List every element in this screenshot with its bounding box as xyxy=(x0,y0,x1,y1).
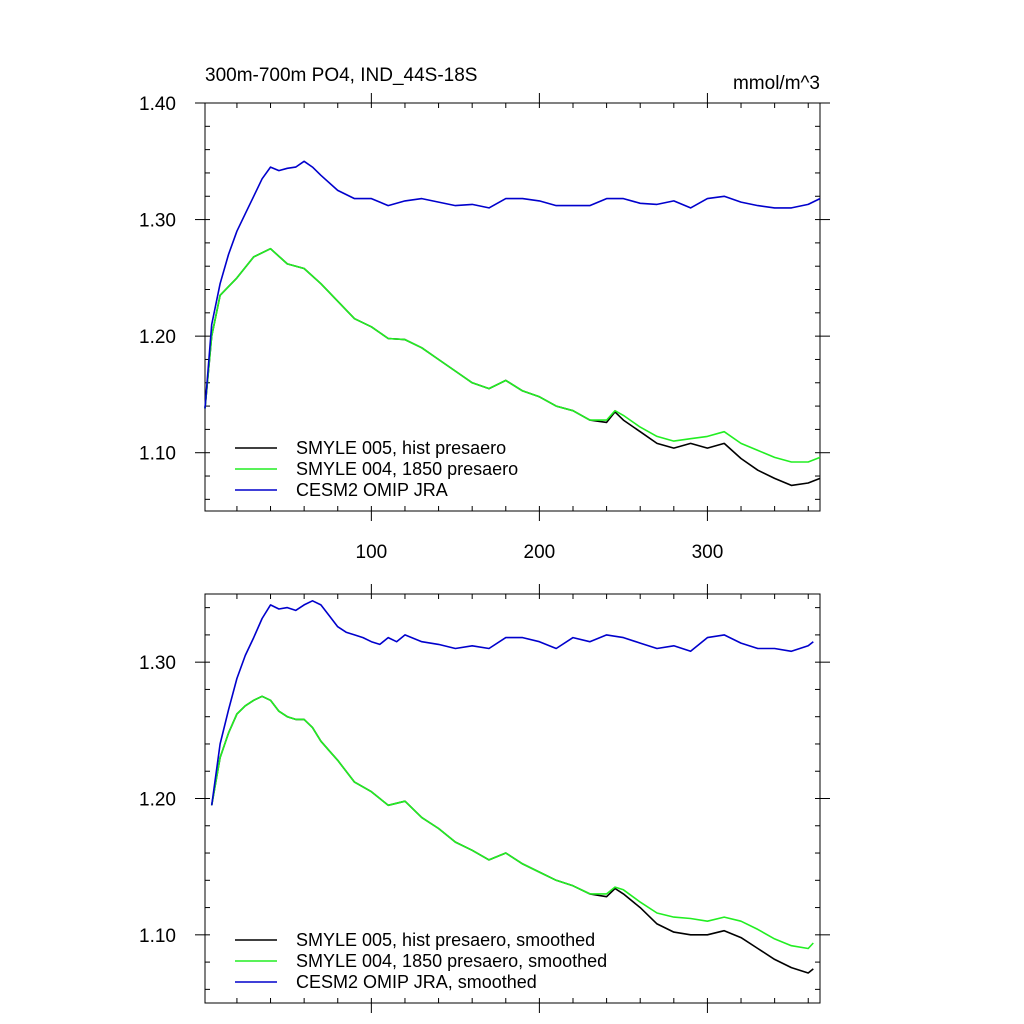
top-panel: 1.10 1.20 1.30 1.40 100 200 300 300m-700m PO4, … xyxy=(139,65,830,563)
bottom-y-tick-label: 1.30 xyxy=(139,653,176,674)
top-y-tick-label: 1.40 xyxy=(139,94,176,115)
top-legend-label-2: SMYLE 004, 1850 presaero xyxy=(296,459,518,479)
bottom-legend-label-1: SMYLE 005, hist presaero, smoothed xyxy=(296,930,595,950)
top-y-tick-label: 1.30 xyxy=(139,211,176,232)
top-legend-label-3: CESM2 OMIP JRA xyxy=(296,480,448,500)
top-x-tick-label: 200 xyxy=(524,542,556,563)
bottom-legend-label-3: CESM2 OMIP JRA, smoothed xyxy=(296,972,537,992)
top-chart-title: 300m-700m PO4, IND_44S-18S xyxy=(205,65,477,86)
top-series-line-2 xyxy=(204,247,821,463)
bottom-y-tick-label: 1.20 xyxy=(139,790,176,811)
top-legend-label-1: SMYLE 005, hist presaero xyxy=(296,438,506,458)
bottom-series-line-2 xyxy=(210,695,814,950)
bottom-y-tick-label: 1.10 xyxy=(139,926,176,947)
bottom-series-line-3 xyxy=(210,599,814,806)
top-units-label: mmol/m^3 xyxy=(733,73,820,94)
top-x-tick-label: 100 xyxy=(356,542,388,563)
bottom-panel: 1.10 1.20 1.30 SMYLE 005, hist presaero, sm… xyxy=(139,584,830,1013)
top-y-tick-label: 1.20 xyxy=(139,327,176,348)
bottom-legend-label-2: SMYLE 004, 1850 presaero, smoothed xyxy=(296,951,607,971)
top-plot-frame xyxy=(204,102,821,512)
top-y-tick-label: 1.10 xyxy=(139,444,176,465)
top-x-tick-label: 300 xyxy=(692,542,724,563)
top-series-line-3 xyxy=(204,160,821,409)
